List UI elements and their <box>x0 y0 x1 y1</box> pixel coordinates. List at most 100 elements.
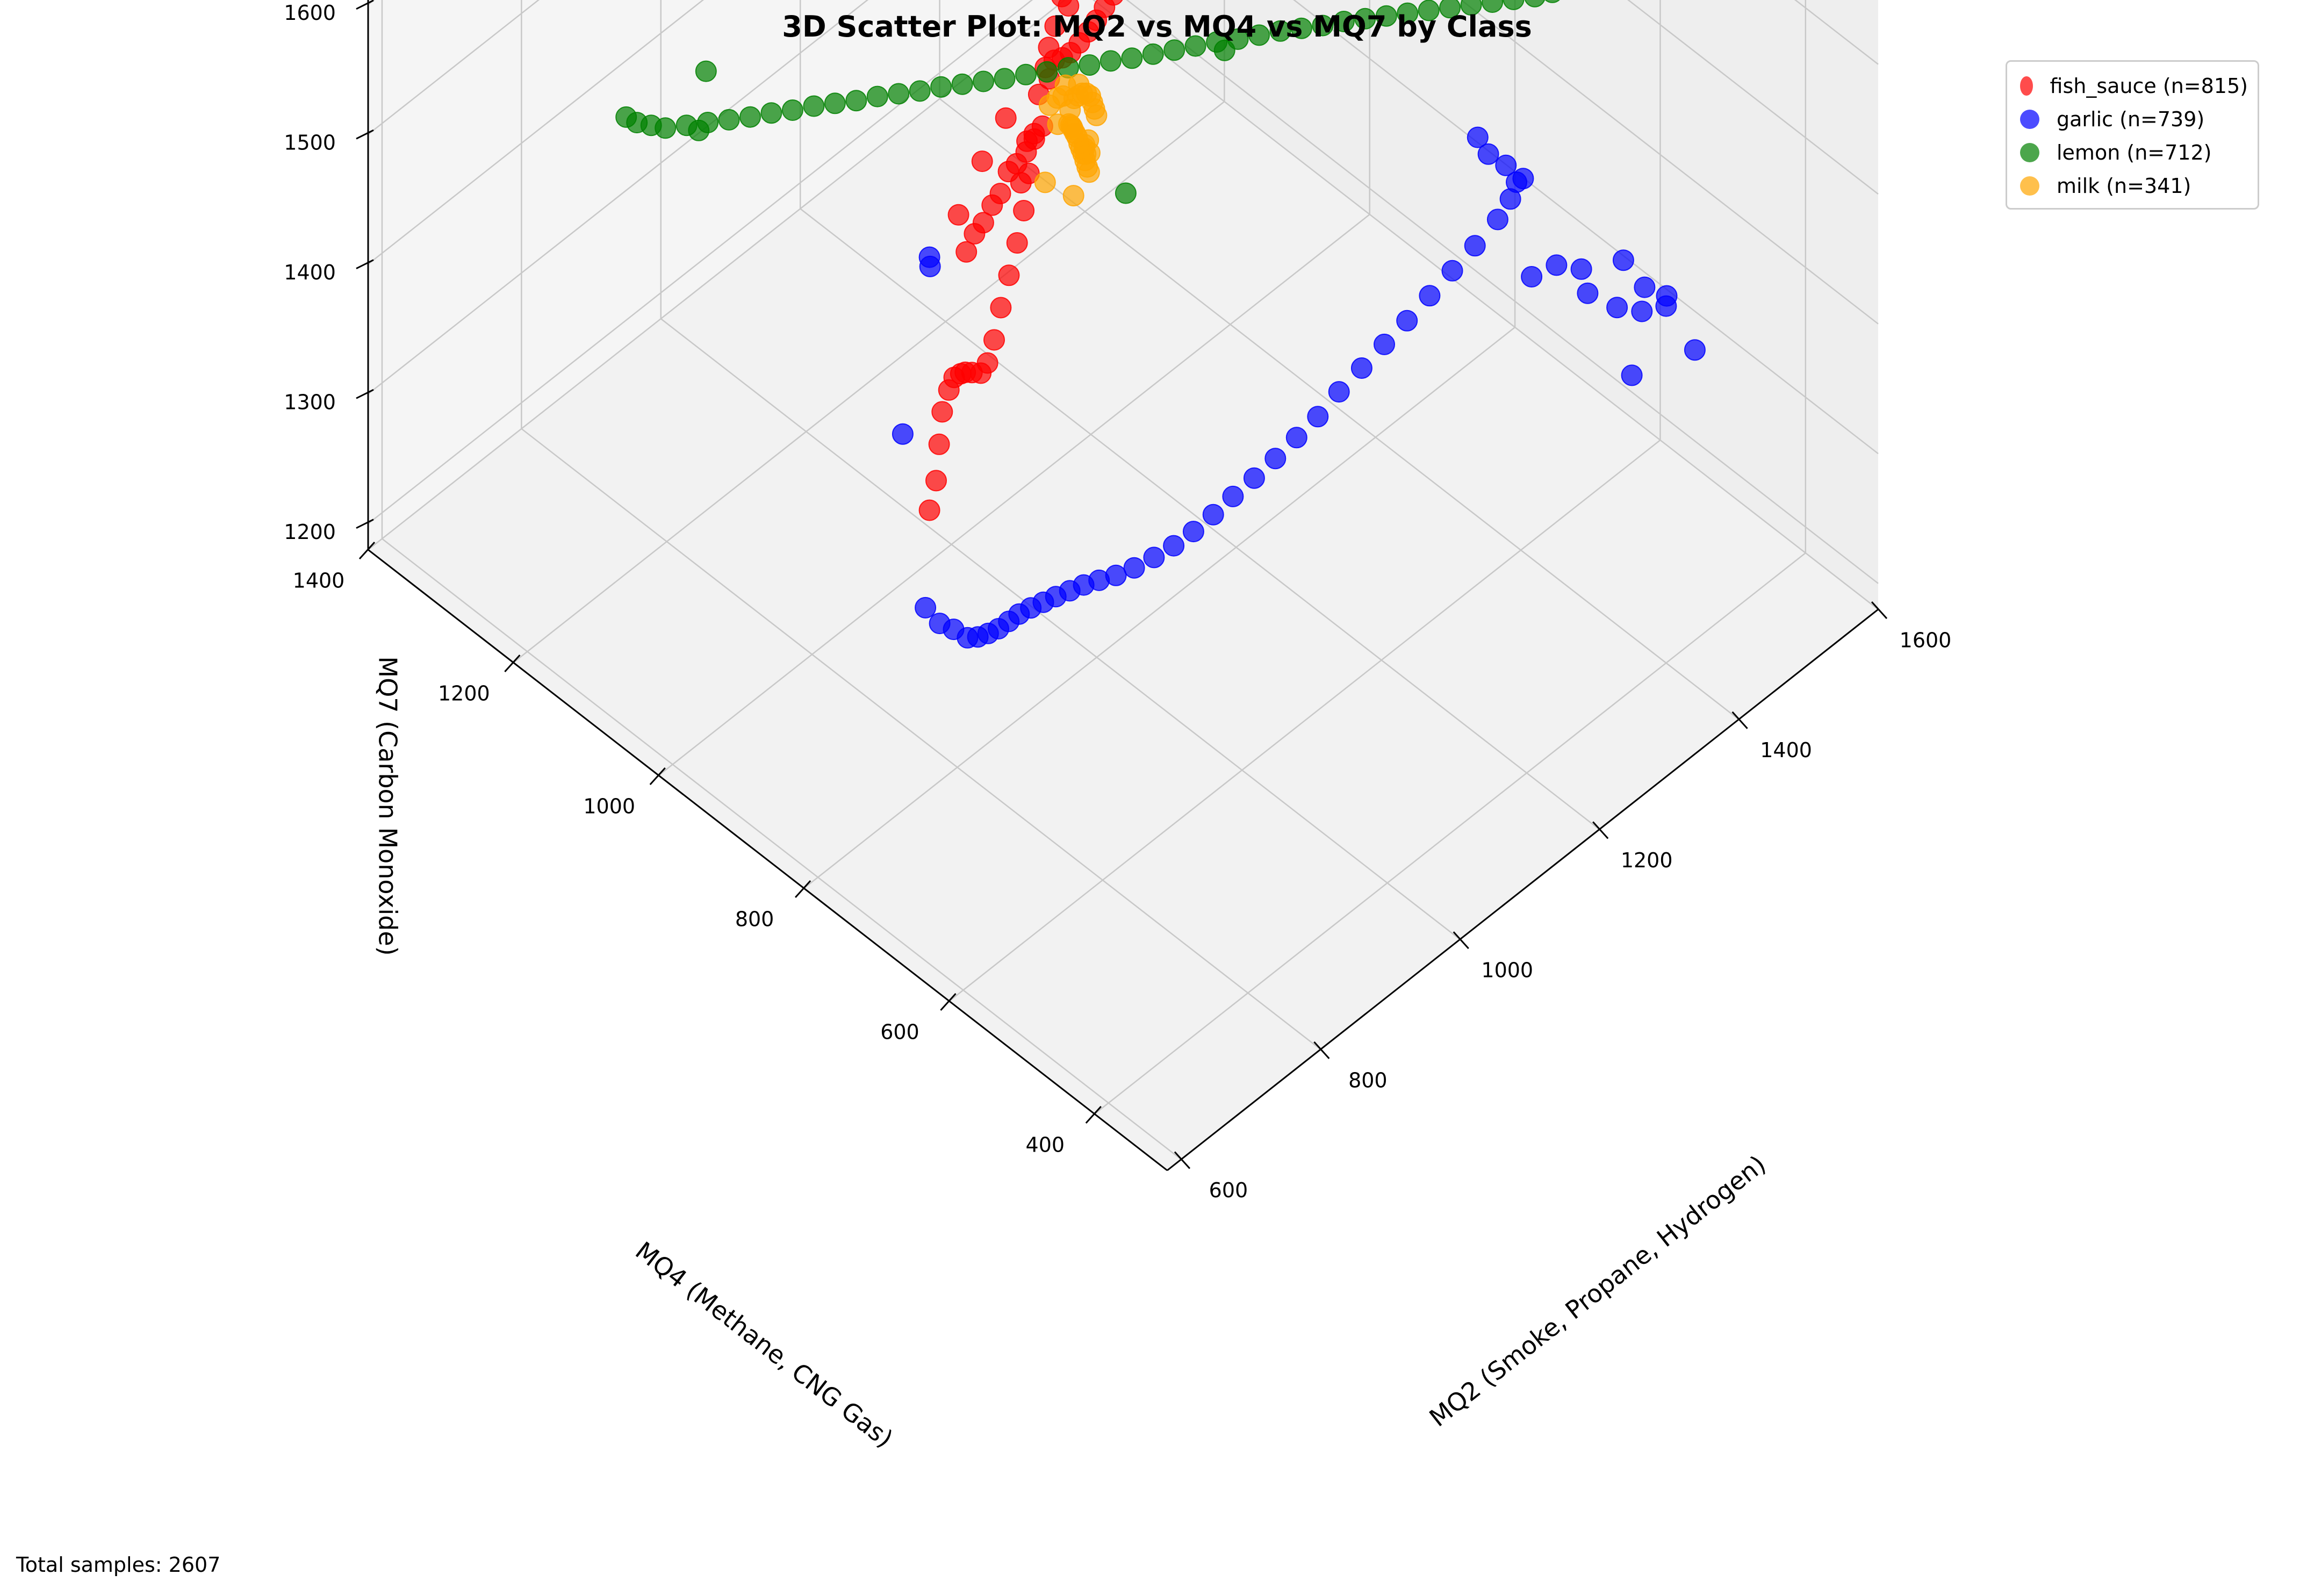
z-tick-label: 1300 <box>284 391 336 414</box>
legend: fish_sauce (n=815) garlic (n=739) lemon … <box>2006 60 2259 210</box>
data-point-fish-sauce <box>1013 200 1035 221</box>
y-tick <box>358 541 376 560</box>
data-point-lemon <box>973 70 994 92</box>
data-point-lemon <box>1290 17 1312 39</box>
legend-item-lemon: lemon (n=712) <box>2017 136 2248 169</box>
data-point-lemon <box>1036 61 1058 83</box>
y-axis-line <box>368 549 1168 1171</box>
z-tick-label: 1400 <box>284 261 336 284</box>
data-point-garlic <box>1419 285 1441 307</box>
data-point-lemon <box>994 68 1016 90</box>
y-tick <box>794 880 811 898</box>
data-point-lemon <box>1439 0 1461 19</box>
x-tick <box>1453 931 1469 950</box>
x-tick-label: 1000 <box>1481 959 1533 982</box>
data-point-lemon <box>1375 5 1397 27</box>
data-point-lemon <box>866 85 888 107</box>
data-point-fish-sauce <box>947 204 969 226</box>
grid-line-mq2 <box>800 208 1600 830</box>
data-point-garlic <box>1163 535 1185 557</box>
data-point-garlic <box>1477 143 1499 165</box>
data-point-lemon <box>930 76 952 98</box>
x-tick-label: 600 <box>1209 1178 1248 1202</box>
data-point-lemon <box>697 112 719 133</box>
z-tick-label: 1500 <box>284 131 336 155</box>
data-point-garlic <box>1374 333 1395 355</box>
grid-line-mq4 <box>803 327 1515 889</box>
legend-marker <box>2020 110 2039 129</box>
legend-label: lemon (n=712) <box>2057 141 2212 164</box>
y-tick <box>504 654 521 673</box>
tick-marks <box>356 0 1888 1169</box>
data-point-lemon <box>1333 11 1355 32</box>
data-point-garlic <box>1486 209 1508 231</box>
grid-line-mq7 <box>1460 0 1879 325</box>
data-point-garlic <box>1464 235 1486 257</box>
data-point-lemon <box>1099 50 1122 72</box>
data-point-lemon <box>1184 35 1206 57</box>
data-point-lemon <box>1460 0 1482 16</box>
grid-line-mq7 <box>1126 0 1879 584</box>
data-point-garlic <box>1570 258 1592 280</box>
data-point-lemon <box>1312 15 1334 37</box>
data-point-lemon <box>760 102 782 124</box>
x-tick-label: 1600 <box>1900 629 1952 652</box>
data-point-garlic <box>1506 171 1527 193</box>
data-point-fish-sauce <box>964 223 986 245</box>
data-point-fish-sauce <box>998 264 1020 286</box>
data-point-fish-sauce <box>928 433 950 455</box>
legend-item-garlic: garlic (n=739) <box>2017 103 2248 136</box>
data-point-lemon <box>1503 0 1525 10</box>
grid-line-mq7 <box>368 0 705 265</box>
x-tick-label: 800 <box>1348 1068 1388 1092</box>
data-point-garlic <box>1396 310 1418 332</box>
data-point-garlic <box>1264 448 1287 470</box>
z-tick-label: 1200 <box>284 520 336 544</box>
data-point-garlic <box>1202 504 1224 526</box>
x-tick <box>1592 821 1609 839</box>
grid-line-mq2 <box>1092 0 1879 610</box>
data-point-lemon <box>1248 24 1270 46</box>
data-point-fish-sauce <box>983 329 1005 351</box>
data-point-garlic <box>1222 485 1244 507</box>
data-point-garlic <box>1521 266 1543 287</box>
data-point-lemon <box>1354 8 1376 30</box>
y-tick-label: 600 <box>880 1020 919 1044</box>
data-point-garlic <box>1285 427 1307 449</box>
data-point-lemon <box>1269 20 1291 42</box>
data-point-garlic <box>1441 260 1463 282</box>
grid-line-mq7 <box>368 0 1033 524</box>
data-point-lemon <box>1015 63 1037 85</box>
data-point-lemon <box>1213 39 1235 61</box>
data-point-garlic <box>919 255 941 277</box>
data-point-milk <box>1047 113 1069 135</box>
data-point-lemon <box>1418 0 1440 21</box>
data-point-garlic <box>1546 254 1568 276</box>
data-point-garlic <box>892 423 914 445</box>
y-tick-label: 1000 <box>583 795 635 818</box>
grid-line-mq4 <box>1094 552 1806 1115</box>
z-tick-label: 1600 <box>284 1 336 25</box>
data-point-garlic <box>1606 297 1628 319</box>
data-point-lemon <box>1544 0 1560 3</box>
data-point-garlic <box>1350 357 1372 379</box>
data-point-garlic <box>1143 547 1165 569</box>
data-point-garlic <box>1631 300 1653 322</box>
x-tick-label: 1400 <box>1760 738 1812 762</box>
data-point-lemon <box>888 83 910 105</box>
data-point-fish-sauce <box>925 470 947 492</box>
legend-label: milk (n=341) <box>2057 174 2191 198</box>
data-point-fish-sauce <box>938 379 960 401</box>
grid-line-mq4 <box>948 440 1661 1002</box>
grid-line-mq2 <box>382 538 1182 1160</box>
data-point-lemon <box>675 114 698 136</box>
data-point-lemon <box>824 92 846 114</box>
legend-label: garlic (n=739) <box>2057 107 2205 131</box>
data-point-garlic <box>1307 406 1329 428</box>
data-point-fish-sauce <box>931 401 953 423</box>
tick-labels: 600 800 1000 1200 1400 1600 400 600 800 1000 1200 1… <box>284 1 1952 1202</box>
data-point-lemon <box>909 80 931 102</box>
x-tick-label: 1200 <box>1621 849 1673 872</box>
data-point-lemon <box>1115 182 1137 204</box>
